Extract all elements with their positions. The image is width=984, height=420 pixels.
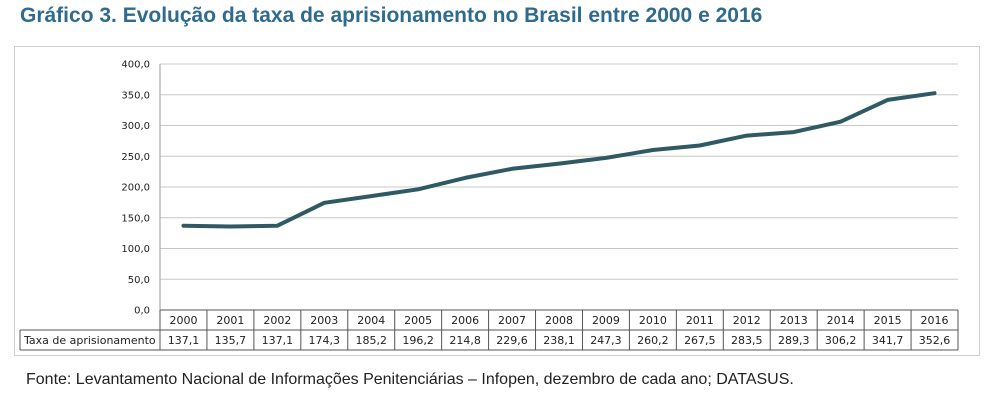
- data-point: [886, 98, 890, 102]
- data-point: [933, 91, 937, 95]
- y-tick-label: 400,0: [121, 60, 150, 71]
- x-tick-label: 2007: [498, 314, 526, 327]
- x-tick-label: 2016: [921, 314, 949, 327]
- series-line: [181, 91, 937, 229]
- data-label: 352,6: [919, 334, 951, 347]
- y-tick-label: 200,0: [121, 183, 150, 194]
- data-point: [228, 225, 232, 229]
- data-point: [745, 134, 749, 138]
- x-tick-label: 2011: [686, 314, 714, 327]
- data-label: 174,3: [309, 334, 341, 347]
- x-tick-label: 2003: [310, 314, 338, 327]
- data-point: [369, 194, 373, 198]
- data-label: 137,1: [262, 334, 294, 347]
- data-point: [463, 176, 467, 180]
- data-point: [651, 148, 655, 152]
- data-label: 196,2: [402, 334, 434, 347]
- source-note: Fonte: Levantamento Nacional de Informaç…: [26, 371, 794, 388]
- data-label: 185,2: [355, 334, 387, 347]
- y-tick-label: 250,0: [121, 152, 150, 163]
- line-chart: 0,0 50,0 100,0 150,0 200,0 250,0 300,0 350,0 400…: [19, 60, 959, 351]
- data-point: [839, 120, 843, 124]
- y-tick-label: 300,0: [121, 121, 150, 132]
- data-point: [557, 162, 561, 166]
- data-label: 267,5: [684, 334, 716, 347]
- data-label: 283,5: [731, 334, 763, 347]
- x-tick-label: 2009: [592, 314, 620, 327]
- x-tick-label: 2010: [639, 314, 667, 327]
- chart-frame: [14, 46, 980, 356]
- data-label: 135,7: [215, 334, 247, 347]
- data-point: [416, 187, 420, 191]
- y-tick-label: 100,0: [121, 244, 150, 255]
- y-tick-label: 150,0: [121, 213, 150, 224]
- y-tick-label: 0,0: [134, 306, 150, 317]
- data-label: 229,6: [496, 334, 528, 347]
- data-point: [275, 224, 279, 228]
- data-label: 341,7: [872, 334, 904, 347]
- y-tick-label: 350,0: [121, 90, 150, 101]
- x-tick-label: 2000: [169, 314, 197, 327]
- x-tick-label: 2005: [404, 314, 432, 327]
- data-label: 238,1: [543, 334, 575, 347]
- x-tick-label: 2012: [733, 314, 761, 327]
- data-label: 137,1: [168, 334, 200, 347]
- series-line-path: [181, 91, 937, 229]
- data-point: [698, 143, 702, 147]
- y-tick-label: 50,0: [128, 275, 150, 286]
- data-point: [510, 167, 514, 171]
- series-name: Taxa de aprisionamento: [23, 334, 156, 347]
- data-point: [181, 224, 185, 228]
- x-tick-label: 2001: [216, 314, 244, 327]
- gridlines: [159, 63, 958, 311]
- y-axis-ticks: 0,0 50,0 100,0 150,0 200,0 250,0 300,0 350,0 400…: [121, 60, 150, 317]
- data-label: 289,3: [778, 334, 810, 347]
- x-tick-label: 2013: [780, 314, 808, 327]
- data-table: 2000 137,1 2001 135,7 2002 137,1 2003 174,3 2004…: [19, 309, 959, 351]
- x-tick-label: 2002: [263, 314, 291, 327]
- x-tick-label: 2004: [357, 314, 385, 327]
- x-tick-label: 2006: [451, 314, 479, 327]
- data-label: 306,2: [825, 334, 857, 347]
- data-point: [322, 201, 326, 205]
- data-point: [792, 130, 796, 134]
- x-tick-label: 2008: [545, 314, 573, 327]
- data-label: 260,2: [637, 334, 669, 347]
- data-point: [604, 156, 608, 160]
- x-tick-label: 2014: [827, 314, 855, 327]
- x-tick-label: 2015: [874, 314, 902, 327]
- data-label: 214,8: [449, 334, 481, 347]
- chart-title: Gráfico 3. Evolução da taxa de aprisiona…: [20, 4, 763, 27]
- data-label: 247,3: [590, 334, 622, 347]
